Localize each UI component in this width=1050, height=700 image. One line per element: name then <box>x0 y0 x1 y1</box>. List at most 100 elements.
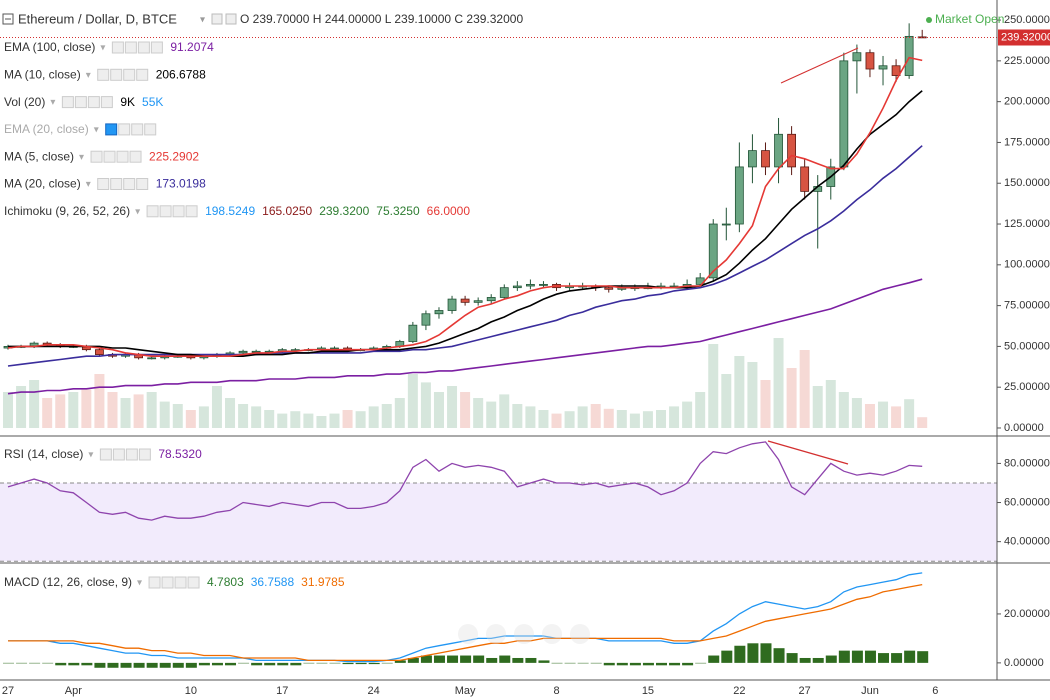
indicator-icon[interactable] <box>146 205 159 218</box>
y-tick-label: 150.00000 <box>1004 177 1050 189</box>
indicator-icon[interactable] <box>185 205 198 218</box>
volume-bar <box>159 401 170 428</box>
control-button[interactable] <box>570 624 590 644</box>
indicator-icon[interactable] <box>97 178 110 190</box>
volume-bar <box>120 398 131 428</box>
indicator-icon[interactable] <box>74 96 87 109</box>
indicator-icon[interactable] <box>116 150 129 163</box>
x-tick-label: 10 <box>185 685 197 697</box>
macd-histogram-bar <box>68 662 80 666</box>
volume-bar <box>695 392 706 428</box>
candle-body <box>499 287 509 298</box>
volume-bar <box>303 413 314 428</box>
volume-bar <box>682 401 693 428</box>
y-tick-label: 225.00000 <box>1004 55 1050 67</box>
indicator-icon[interactable] <box>161 576 174 589</box>
macd-histogram-bar <box>251 662 263 666</box>
marks-layer <box>3 23 929 668</box>
indicator-value: 173.0198 <box>156 177 206 191</box>
indicator-line <box>7 145 923 367</box>
macd-histogram-bar <box>447 655 459 663</box>
indicator-icon[interactable] <box>97 68 110 81</box>
candle-body <box>604 287 614 290</box>
macd-histogram-bar <box>878 653 890 663</box>
dropdown-arrow[interactable]: ▾ <box>200 15 205 26</box>
macd-histogram-bar <box>146 662 158 668</box>
dropdown-arrow: ▾ <box>79 152 84 163</box>
indicator-icon[interactable] <box>148 576 161 589</box>
indicator-icon[interactable] <box>174 576 187 589</box>
control-button[interactable] <box>458 624 478 644</box>
macd-histogram-bar <box>747 643 759 663</box>
candle-body <box>447 298 457 311</box>
y-tick-label: 0.00000 <box>1004 657 1044 669</box>
indicator-icon[interactable] <box>136 68 149 81</box>
macd-histogram-bar <box>669 662 681 666</box>
indicator-icon[interactable] <box>129 150 142 163</box>
y-tick-label: 20.00000 <box>1004 608 1050 620</box>
candle-body <box>878 65 888 70</box>
indicator-line <box>7 278 923 395</box>
indicator-icon[interactable] <box>61 96 74 109</box>
indicator-name: EMA (100, close) <box>4 40 95 54</box>
indicator-icon[interactable] <box>123 68 136 81</box>
control-button[interactable] <box>486 624 506 644</box>
candle-body <box>852 52 862 62</box>
indicator-icon[interactable] <box>131 123 144 136</box>
trend-line[interactable] <box>780 47 859 84</box>
indicator-icon[interactable] <box>123 178 136 190</box>
volume-bar <box>146 392 157 428</box>
indicator-icon[interactable] <box>103 150 116 163</box>
trend-line[interactable] <box>767 440 849 465</box>
indicator-icon[interactable] <box>172 205 185 218</box>
indicator-icon[interactable] <box>87 96 100 109</box>
y-tick-label: 250.00000 <box>1004 14 1050 26</box>
volume-bar <box>629 413 640 428</box>
volume-bar <box>420 382 431 428</box>
indicator-icon[interactable] <box>118 123 131 136</box>
volume-bar <box>656 410 666 428</box>
macd-histogram-bar <box>81 662 93 666</box>
icon-button[interactable] <box>211 13 223 25</box>
indicator-icon[interactable] <box>111 41 124 54</box>
x-tick-label: Apr <box>65 685 82 697</box>
control-button[interactable] <box>542 624 562 644</box>
indicator-line <box>7 56 923 357</box>
indicator-icon[interactable] <box>105 123 118 136</box>
icon-button[interactable] <box>225 13 237 25</box>
indicator-icon[interactable] <box>112 448 125 461</box>
dropdown-arrow: ▾ <box>86 179 91 190</box>
macd-histogram-bar <box>225 662 237 666</box>
indicator-icon[interactable] <box>99 448 112 461</box>
candle-body <box>800 166 810 192</box>
macd-histogram-bar <box>3 662 14 664</box>
volume-bar <box>878 401 889 428</box>
volume-bar <box>734 356 745 428</box>
indicator-icon[interactable] <box>138 448 151 461</box>
macd-histogram-bar <box>812 657 824 663</box>
volume-bar <box>29 380 40 428</box>
rsi-line <box>7 441 923 521</box>
indicator-icon[interactable] <box>110 178 123 190</box>
volume-bar <box>342 410 353 428</box>
control-button[interactable] <box>514 624 534 644</box>
indicator-icon[interactable] <box>144 123 157 136</box>
indicator-icon[interactable] <box>110 68 123 81</box>
collapse-icon[interactable] <box>2 13 14 25</box>
x-tick-label: 27 <box>2 685 14 697</box>
dropdown-arrow: ▾ <box>100 43 105 54</box>
indicator-value: 36.7588 <box>251 575 295 589</box>
indicator-icon[interactable] <box>137 41 150 54</box>
volume-bar <box>107 392 118 428</box>
indicator-icon[interactable] <box>187 576 200 589</box>
indicator-icon[interactable] <box>90 150 103 163</box>
macd-histogram-bar <box>682 662 694 666</box>
indicator-icon[interactable] <box>124 41 137 54</box>
indicator-icon[interactable] <box>150 41 163 54</box>
indicator-icon[interactable] <box>136 178 149 190</box>
indicator-icon[interactable] <box>125 448 138 461</box>
indicator-icon[interactable] <box>100 96 113 109</box>
y-tick-label: 40.00000 <box>1004 536 1050 548</box>
indicator-icon[interactable] <box>159 205 172 218</box>
volume-bar <box>891 406 902 428</box>
